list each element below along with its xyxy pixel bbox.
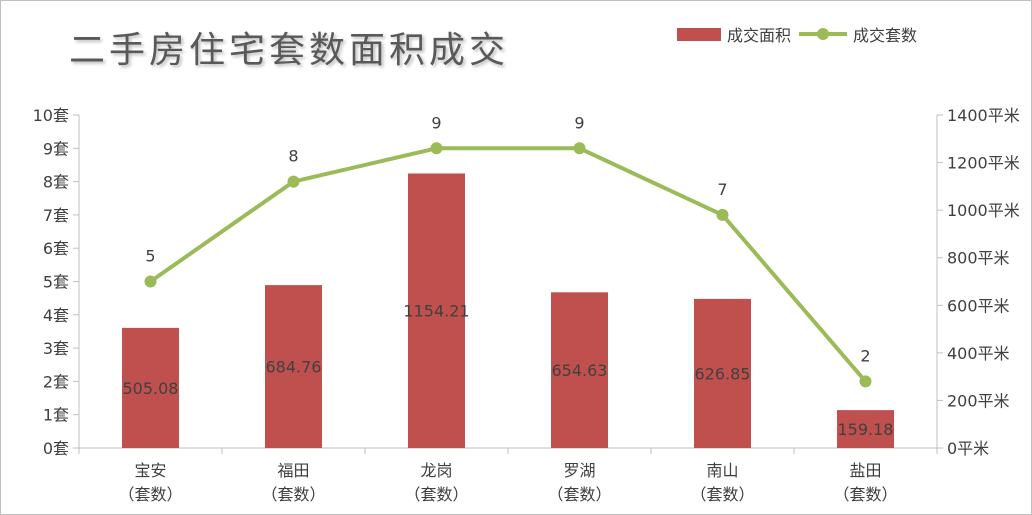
line-series (149, 146, 868, 383)
line-point (716, 208, 729, 221)
y-right-tick-label: 600平米 (947, 296, 1010, 315)
y-left-tick-label: 4套 (43, 306, 69, 325)
line-point (144, 275, 157, 288)
x-category-label: 罗湖（套数） (547, 461, 611, 504)
line-data-label: 9 (431, 113, 441, 132)
line-point (573, 142, 586, 155)
y-right-tick-label: 200平米 (947, 391, 1010, 410)
x-category-label: 福田（套数） (261, 461, 325, 504)
bar (694, 298, 751, 448)
legend-bar-label: 成交面积 (727, 26, 792, 45)
legend-item-line: 成交套数 (799, 22, 917, 46)
bar (408, 173, 465, 449)
bar-data-label: 1154.21 (403, 302, 469, 321)
y-left-tick-label: 1套 (43, 406, 69, 425)
y-left-tick-label: 2套 (43, 372, 69, 391)
legend-line-swatch (799, 27, 848, 41)
line-data-label: 5 (145, 247, 155, 266)
y-right-tick-label: 1200平米 (947, 154, 1020, 173)
line-point (287, 175, 300, 188)
line-data-label: 9 (574, 113, 584, 132)
bar-data-label: 505.08 (123, 379, 179, 398)
x-category-label: 南山（套数） (690, 461, 754, 504)
legend-bar-swatch (677, 27, 721, 41)
bar (551, 292, 608, 448)
bar (837, 410, 894, 448)
line-data-label: 2 (860, 346, 870, 365)
legend: 成交面积 成交套数 (677, 22, 925, 46)
chart-title: 二手房住宅套数面积成交 (69, 30, 510, 71)
x-category-label: 宝安（套数） (118, 461, 182, 504)
y-left-tick-label: 6套 (43, 239, 69, 258)
y-right-tick-label: 1400平米 (947, 106, 1020, 125)
y-left-tick-label: 8套 (43, 173, 69, 192)
y-right-tick-label: 0平米 (947, 439, 989, 458)
bar-data-label: 684.76 (266, 358, 322, 377)
bar-data-label: 626.85 (695, 364, 751, 383)
bar (122, 327, 179, 448)
x-category-label: 盐田（套数） (833, 461, 897, 504)
y-right-tick-label: 800平米 (947, 249, 1010, 268)
y-left-tick-label: 3套 (43, 339, 69, 358)
bar-data-label: 159.18 (838, 420, 894, 439)
legend-item-bar: 成交面积 (677, 22, 791, 46)
y-left-tick-label: 9套 (43, 139, 69, 158)
y-right-tick-label: 1000平米 (947, 201, 1020, 220)
bar-data-label: 654.63 (552, 361, 608, 380)
y-left-tick-label: 10套 (33, 106, 69, 125)
line-point (859, 375, 872, 388)
bar (265, 285, 322, 448)
y-left-tick-label: 5套 (43, 273, 69, 292)
line-data-label: 8 (288, 147, 298, 166)
line-point (430, 142, 443, 155)
legend-line-label: 成交套数 (853, 26, 918, 45)
y-left-tick-label: 0套 (43, 439, 69, 458)
x-category-label: 龙岗（套数） (404, 461, 468, 504)
y-right-tick-label: 400平米 (947, 344, 1010, 363)
line-data-label: 7 (717, 180, 727, 199)
y-left-tick-label: 7套 (43, 206, 69, 225)
